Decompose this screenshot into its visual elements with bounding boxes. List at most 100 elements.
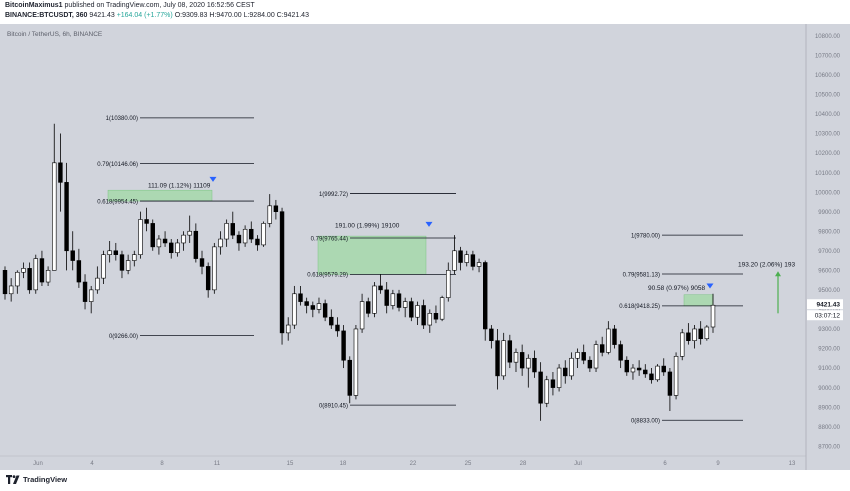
arrow-down-icon [706,283,714,289]
fib-level-label: 1(10380.00) [106,116,138,122]
candle-up [101,254,106,279]
ohlc-values: O:9309.83 H:9470.00 L:9284.00 C:9421.43 [174,12,309,19]
candle-down [458,250,463,263]
candle-down [113,250,119,255]
candle-up [181,234,186,244]
x-tick-label: 28 [520,461,527,467]
candle-down [667,371,673,396]
candle-down [495,340,500,377]
candle-up [45,270,51,283]
candle-up [704,326,710,340]
candle-up [606,328,611,353]
y-tick-label: 9200.00 [818,347,840,353]
candle-down [483,262,488,330]
candle-down [636,367,642,371]
candle-down [119,254,125,271]
price-label-box [807,299,843,310]
candle-down [150,223,155,248]
fib-level-label: 1(9780.00) [631,233,660,239]
price-axis[interactable]: 10800.00 10700.00 10600.00 10500.00 10400.00… [815,34,841,450]
fib-level-label: 0(8910.45) [319,403,348,409]
candle-up [33,258,38,291]
candle-up [402,301,408,308]
candle-up [242,228,248,244]
candle-down [550,379,556,388]
candle-down [507,340,513,363]
candle-down [2,270,8,295]
chart-area[interactable]: Bitcoin / TetherUS, 6h, BINANCE 1(10380.… [0,24,850,470]
y-tick-label: 9500.00 [818,288,840,294]
candle-down [649,373,654,381]
candle-down [335,324,340,332]
candle-up [593,344,599,369]
y-tick-label: 10100.00 [815,171,841,177]
y-tick-label: 10700.00 [815,54,841,60]
published-text: published on TradingView.com, July 08, 2… [64,2,255,9]
measure-label: 191.00 (1.99%) 19100 [335,222,400,229]
candle-down [470,254,476,267]
chart-title: Bitcoin / TetherUS, 6h, BINANCE [7,31,103,38]
y-tick-label: 10200.00 [815,151,841,157]
countdown-box [807,310,843,321]
candle-up [359,301,365,330]
candle-up [353,328,359,396]
tradingview-icon [6,475,20,484]
candle-up [15,271,20,287]
candle-up [655,365,660,381]
candle-down [279,211,285,334]
candle-up [501,340,506,377]
current-price-marker: 9421.43 03:07:12 [807,299,843,321]
candle-up [464,254,469,263]
author-name[interactable]: BitcoinMaximus1 [5,2,63,9]
candle-down [70,250,75,261]
y-tick-label: 10000.00 [815,190,841,196]
x-tick-label: Jul [574,461,582,467]
x-tick-label: 25 [465,461,472,467]
candle-up [452,250,457,271]
chart-header: BitcoinMaximus1 published on TradingView… [0,0,850,24]
y-tick-label: 9000.00 [818,386,840,392]
candle-up [513,352,519,363]
candle-down [144,219,149,224]
candle-down [378,285,383,291]
candle-down [162,238,168,244]
candle-down [532,357,537,373]
candle-down [27,268,32,291]
candle-down [643,369,648,375]
x-tick-label: 22 [410,461,417,467]
candle-up [372,285,377,314]
fib-level-label: 0.618(9579.29) [307,273,348,279]
candle-up [569,357,574,377]
candle-up [439,297,445,320]
candle-up [88,289,94,302]
y-tick-label: 9700.00 [818,249,840,255]
candle-down [193,230,199,259]
candle-down [347,359,352,396]
candle-down [341,330,346,361]
axis-background [806,24,850,470]
candle-up [415,305,420,318]
y-tick-label: 10800.00 [815,34,841,40]
x-tick-label: 9 [716,461,720,467]
candle-up [8,285,14,295]
candle-up [187,230,192,236]
candle-up [680,332,685,357]
candle-down [366,301,371,314]
x-tick-label: Jun [33,461,43,467]
x-tick-label: 11 [214,461,221,467]
candle-down [64,182,69,252]
tradingview-logo[interactable]: TradingView [6,475,67,484]
x-tick-label: 13 [789,461,796,467]
candle-up [630,367,636,373]
candle-down [230,223,235,236]
candle-down [624,359,630,373]
candle-down [612,328,617,345]
candle-up [544,379,549,404]
candle-down [39,258,45,283]
time-axis[interactable]: Jun 4 8 11 15 18 22 25 28 Jul 6 9 13 [0,455,806,467]
last-price: 9421.43 [89,12,115,19]
candle-down [298,293,303,302]
candle-up [285,324,291,334]
candlestick-series [2,123,716,421]
candle-down [686,332,691,341]
